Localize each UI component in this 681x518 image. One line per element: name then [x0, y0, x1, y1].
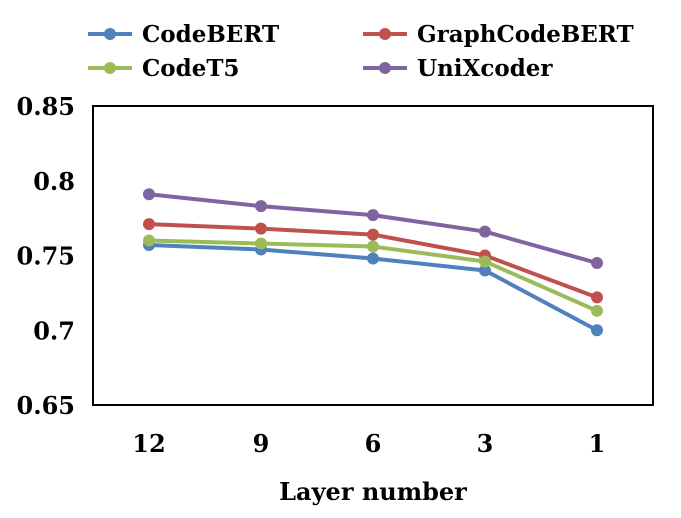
- legend-label: UniXcoder: [417, 55, 553, 82]
- data-point: [367, 252, 379, 265]
- legend-swatch-marker: [379, 62, 391, 74]
- data-point: [479, 225, 491, 238]
- x-tick-label: 12: [132, 429, 165, 458]
- data-point: [255, 222, 267, 235]
- data-point: [591, 304, 603, 317]
- y-tick-label: 0.75: [17, 242, 75, 271]
- series-codet5: [143, 234, 603, 317]
- legend-swatch-marker: [104, 62, 116, 74]
- legend-label: CodeBERT: [142, 21, 279, 48]
- series-unixcoder: [143, 188, 603, 269]
- data-point: [479, 264, 491, 277]
- legend-item: UniXcoder: [363, 55, 553, 82]
- data-point: [367, 228, 379, 241]
- series-layer: [143, 188, 603, 337]
- legend-label: CodeT5: [142, 55, 239, 82]
- x-tick-label: 1: [589, 429, 606, 458]
- data-point: [143, 218, 155, 231]
- data-point: [591, 256, 603, 269]
- x-tick-label: 9: [253, 429, 270, 458]
- y-tick-label: 0.85: [17, 92, 75, 121]
- series-graphcodebert: [143, 218, 603, 304]
- data-point: [367, 240, 379, 253]
- legend-swatch-marker: [104, 28, 116, 40]
- data-point: [143, 234, 155, 247]
- legend-label: GraphCodeBERT: [417, 21, 634, 48]
- data-point: [591, 324, 603, 337]
- data-point: [255, 237, 267, 250]
- legend-item: CodeBERT: [88, 21, 279, 48]
- data-point: [479, 255, 491, 268]
- x-axis: 12 9 6 3 1: [132, 429, 605, 458]
- x-axis-title: Layer number: [279, 477, 467, 506]
- data-point: [367, 209, 379, 222]
- data-point: [143, 188, 155, 201]
- legend-swatch-marker: [379, 28, 391, 40]
- data-point: [591, 291, 603, 304]
- x-tick-label: 3: [477, 429, 494, 458]
- y-axis: 0.65 0.7 0.75 0.8 0.85: [17, 92, 75, 420]
- data-point: [255, 200, 267, 213]
- y-tick-label: 0.8: [33, 167, 75, 196]
- legend-item: GraphCodeBERT: [363, 21, 634, 48]
- x-tick-label: 6: [365, 429, 382, 458]
- y-tick-label: 0.65: [17, 391, 75, 420]
- legend-item: CodeT5: [88, 55, 239, 82]
- y-tick-label: 0.7: [33, 316, 75, 345]
- legend: CodeBERT GraphCodeBERT CodeT5 UniXcoder: [88, 21, 634, 82]
